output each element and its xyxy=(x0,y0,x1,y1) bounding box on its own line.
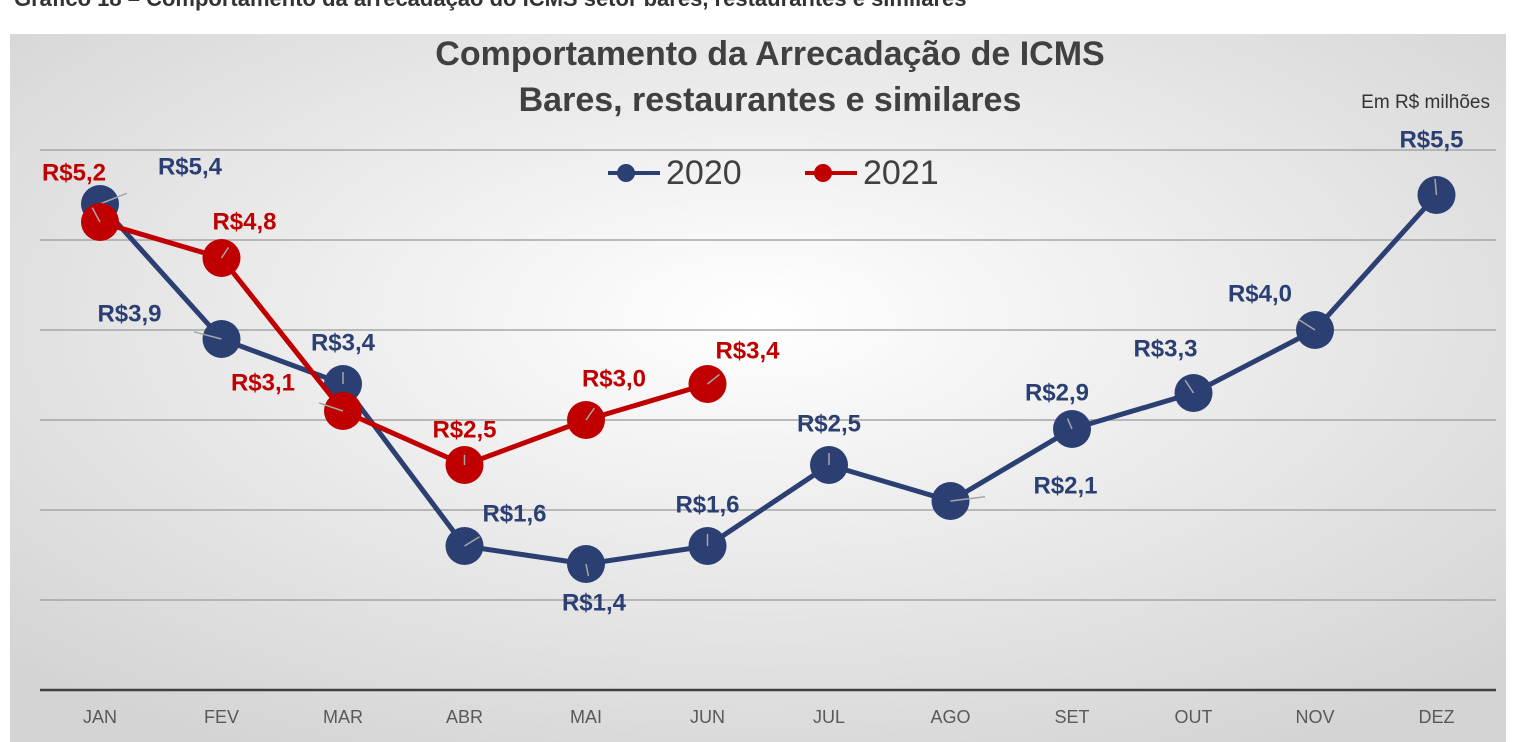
chart-subtitle: Bares, restaurantes e similares xyxy=(519,81,1022,119)
x-tick-label: ABR xyxy=(446,707,483,727)
x-tick-label: MAR xyxy=(323,707,363,727)
data-label: R$5,2 xyxy=(42,159,106,186)
chart-background xyxy=(10,34,1506,742)
leader-line xyxy=(585,563,590,577)
data-label: R$1,4 xyxy=(562,589,627,616)
data-label: R$3,4 xyxy=(311,329,376,356)
x-tick-label: JUN xyxy=(690,707,725,727)
leader-line xyxy=(585,407,596,421)
data-label: R$1,6 xyxy=(482,500,546,527)
data-label: R$4,8 xyxy=(212,208,276,235)
data-label: R$3,3 xyxy=(1133,335,1197,362)
x-tick-label: OUT xyxy=(1175,707,1213,727)
x-tick-label: SET xyxy=(1054,707,1089,727)
leader-line xyxy=(318,402,344,412)
leader-line xyxy=(220,247,230,259)
unit-note: Em R$ milhões xyxy=(1361,92,1490,113)
data-label: R$2,5 xyxy=(432,416,496,443)
leader-line xyxy=(1298,318,1316,331)
leader-line xyxy=(193,331,222,340)
x-tick-label: DEZ xyxy=(1419,707,1455,727)
x-tick-label: MAI xyxy=(570,707,602,727)
leader-line xyxy=(464,536,480,547)
data-label: R$2,1 xyxy=(1033,472,1097,499)
data-label: R$5,5 xyxy=(1399,126,1463,153)
leader-line xyxy=(707,373,720,385)
data-label: R$4,0 xyxy=(1228,280,1292,307)
data-label: R$3,1 xyxy=(231,369,295,396)
chart-title: Comportamento da Arrecadação de ICMS xyxy=(435,35,1104,73)
x-tick-label: FEV xyxy=(204,707,239,727)
leader-line xyxy=(91,207,101,223)
x-tick-label: AGO xyxy=(930,707,970,727)
leader-line xyxy=(1066,418,1073,430)
leader-line xyxy=(1434,178,1438,196)
legend-label: 2020 xyxy=(666,154,742,192)
x-tick-label: JAN xyxy=(83,707,117,727)
x-tick-label: NOV xyxy=(1295,707,1334,727)
caption: Gráfico 18 – Comportamento da arrecadaçã… xyxy=(14,0,966,11)
data-label: R$2,5 xyxy=(797,410,861,437)
legend-marker xyxy=(814,164,832,182)
leader-line xyxy=(99,192,128,205)
data-label: R$3,4 xyxy=(715,337,780,364)
data-label: R$2,9 xyxy=(1025,379,1089,406)
data-label: R$3,0 xyxy=(582,365,646,392)
data-label: R$3,9 xyxy=(97,300,161,327)
legend-label: 2021 xyxy=(863,154,939,192)
series-line xyxy=(99,219,709,468)
leader-line xyxy=(1184,379,1195,394)
data-label: R$5,4 xyxy=(158,153,223,180)
legend-marker xyxy=(617,164,635,182)
x-tick-label: JUL xyxy=(813,707,845,727)
leader-line xyxy=(950,496,986,502)
data-label: R$1,6 xyxy=(675,491,739,518)
series-line xyxy=(98,193,1439,567)
